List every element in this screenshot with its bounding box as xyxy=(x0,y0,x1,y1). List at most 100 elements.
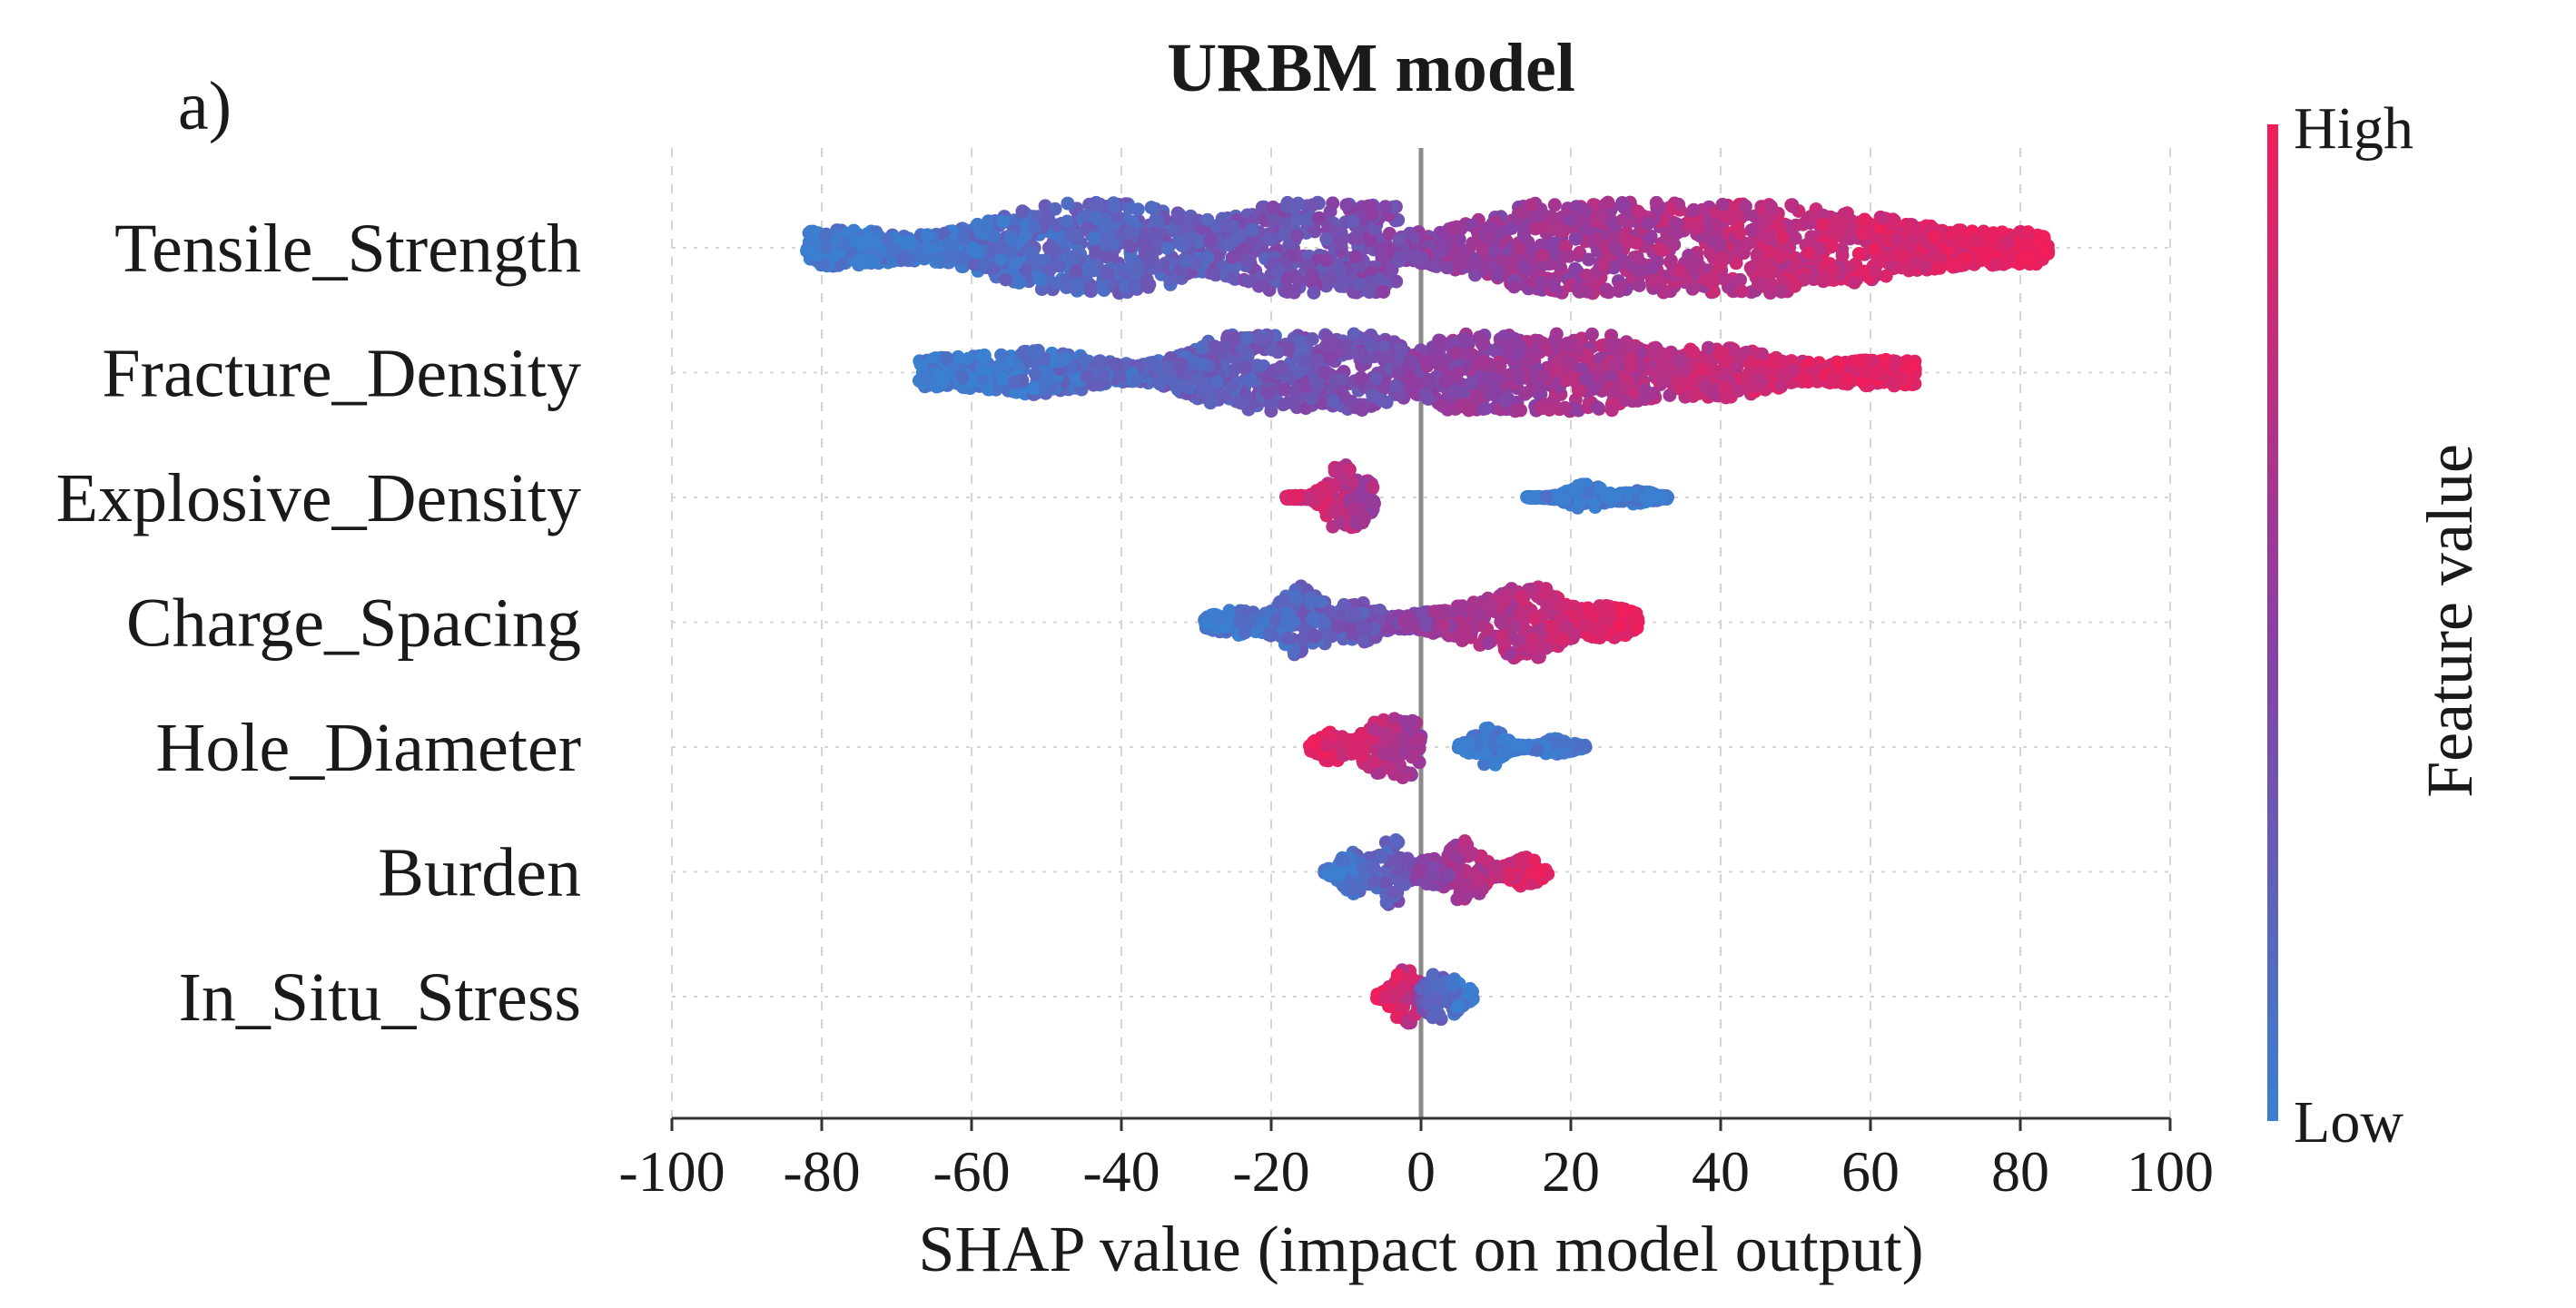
shap-point xyxy=(1615,213,1630,228)
shap-point xyxy=(1775,230,1790,244)
shap-point xyxy=(1422,373,1436,387)
shap-point xyxy=(1271,263,1286,277)
shap-point xyxy=(1604,403,1619,418)
shap-point xyxy=(1373,604,1387,617)
shap-point xyxy=(1801,245,1816,260)
shap-point xyxy=(1027,220,1041,234)
shap-point xyxy=(1551,221,1565,236)
shap-point xyxy=(1547,198,1562,212)
shap-point xyxy=(1641,216,1655,231)
shap-point xyxy=(1774,284,1789,298)
shap-point xyxy=(1925,243,1939,258)
shap-point xyxy=(1251,279,1266,293)
shap-point xyxy=(1698,379,1712,394)
shap-point xyxy=(920,369,934,384)
shap-point xyxy=(1326,394,1340,408)
shap-point xyxy=(1003,231,1018,244)
shap-point xyxy=(1518,387,1533,401)
shap-point xyxy=(1160,359,1175,374)
shap-point xyxy=(1440,261,1455,275)
shap-point xyxy=(1227,219,1241,233)
shap-point xyxy=(935,374,950,388)
shap-point xyxy=(1241,253,1256,268)
shap-point xyxy=(975,350,990,365)
shap-point xyxy=(1773,378,1788,392)
shap-point xyxy=(896,252,910,267)
shap-point xyxy=(1436,398,1449,413)
shap-point xyxy=(1347,327,1361,341)
shap-point xyxy=(1144,201,1159,215)
shap-point xyxy=(1355,403,1369,418)
shap-point xyxy=(1327,505,1341,519)
shap-point xyxy=(1351,277,1366,291)
shap-point xyxy=(1291,196,1306,211)
shap-point xyxy=(1750,247,1764,261)
shap-point xyxy=(1314,595,1327,609)
shap-point xyxy=(1253,333,1268,347)
shap-point xyxy=(1334,236,1348,251)
shap-point xyxy=(1752,277,1766,291)
shap-point xyxy=(1069,263,1083,278)
shap-point xyxy=(903,235,917,250)
shap-point xyxy=(1051,259,1066,273)
shap-point xyxy=(1612,349,1626,364)
shap-point xyxy=(975,362,990,377)
shap-point xyxy=(1847,275,1861,290)
shap-point xyxy=(1209,268,1223,282)
shap-point xyxy=(1305,332,1319,346)
shap-point xyxy=(1089,245,1103,260)
shap-point xyxy=(1160,241,1175,256)
shap-point xyxy=(1561,336,1575,350)
shap-point xyxy=(1746,379,1761,394)
shap-point xyxy=(1347,231,1361,246)
shap-point xyxy=(1618,393,1633,408)
shap-point xyxy=(1875,211,1890,225)
shap-point xyxy=(1061,196,1075,211)
shap-point xyxy=(819,227,834,241)
shap-point xyxy=(1476,355,1491,369)
shap-point xyxy=(1393,250,1407,264)
shap-point xyxy=(1497,393,1512,408)
shap-point xyxy=(1599,282,1614,297)
shap-point xyxy=(1571,478,1585,493)
shap-point xyxy=(1901,221,1916,235)
shap-point xyxy=(1509,348,1524,362)
shap-point xyxy=(1761,211,1775,225)
shap-point xyxy=(1867,242,1881,257)
shap-point xyxy=(1663,202,1678,216)
shap-point xyxy=(1734,284,1749,299)
shap-point xyxy=(968,245,982,260)
shap-point xyxy=(1948,257,1962,271)
shap-point xyxy=(1800,374,1814,388)
shap-point xyxy=(1614,380,1629,395)
shap-point xyxy=(1601,195,1615,210)
shap-point xyxy=(1755,347,1769,361)
shap-point xyxy=(1531,334,1545,348)
shap-point xyxy=(1653,241,1667,256)
shap-point xyxy=(1691,221,1705,235)
shap-point xyxy=(2001,235,2015,250)
shap-point xyxy=(1624,352,1638,366)
shap-point xyxy=(1730,360,1744,375)
shap-point xyxy=(1462,347,1476,361)
shap-point xyxy=(1123,240,1138,254)
shap-point xyxy=(1038,374,1052,388)
shap-point xyxy=(1200,212,1215,227)
shap-point xyxy=(1609,241,1624,256)
shap-point xyxy=(1932,261,1947,275)
shap-point xyxy=(1815,217,1830,231)
shap-point xyxy=(1203,384,1217,398)
shap-point xyxy=(1411,250,1426,264)
shap-point xyxy=(1288,590,1303,605)
shap-point xyxy=(1701,340,1715,355)
shap-point xyxy=(1580,348,1594,362)
shap-point xyxy=(1716,346,1731,359)
shap-point xyxy=(920,228,934,242)
shap-point xyxy=(1227,363,1241,378)
shap-point xyxy=(1630,250,1644,264)
shap-point xyxy=(1494,225,1508,240)
shap-point xyxy=(1718,380,1732,395)
shap-point xyxy=(1366,388,1380,403)
shap-point xyxy=(1553,259,1567,273)
shap-point xyxy=(955,231,970,246)
